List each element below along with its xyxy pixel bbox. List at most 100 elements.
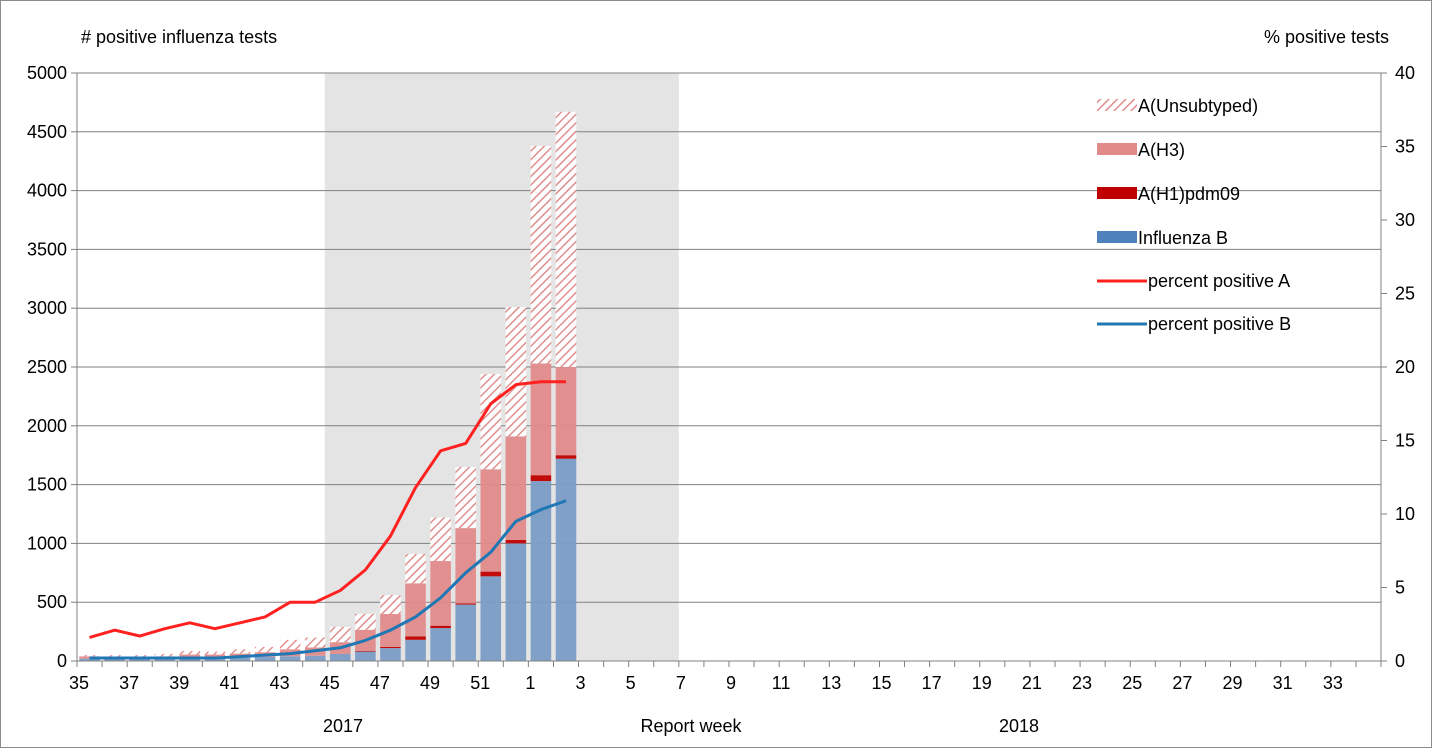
- right-tick-label: 40: [1395, 63, 1415, 83]
- bar-influenza-b-wk48: [405, 640, 426, 661]
- x-tick-label: 13: [821, 673, 841, 693]
- x-tick-label: 17: [922, 673, 942, 693]
- x-axis-title: Report week: [640, 716, 742, 736]
- bar-a-unsubtyped--wk44: [305, 637, 326, 647]
- x-tick-label: 49: [420, 673, 440, 693]
- bar-a-unsubtyped--wk2: [556, 112, 577, 367]
- legend-label-h3: A(H3): [1138, 140, 1185, 160]
- right-tick-label: 15: [1395, 431, 1415, 451]
- x-tick-label: 41: [219, 673, 239, 693]
- bar-influenza-b-wk44: [305, 656, 326, 661]
- bar-a-unsubtyped--wk43: [280, 640, 301, 649]
- bar-a-h1-pdm09-wk46: [355, 651, 376, 652]
- x-tick-label: 27: [1172, 673, 1192, 693]
- legend-swatch-unsubtyped: [1097, 99, 1137, 111]
- left-tick-label: 500: [37, 592, 67, 612]
- legend-swatch-b: [1097, 231, 1137, 243]
- right-tick-label: 20: [1395, 357, 1415, 377]
- left-axis-title: # positive influenza tests: [81, 27, 277, 47]
- bar-a-unsubtyped--wk46: [355, 614, 376, 630]
- left-tick-label: 1000: [27, 533, 67, 553]
- x-tick-label: 5: [626, 673, 636, 693]
- bar-influenza-b-wk42: [255, 657, 276, 661]
- left-tick-label: 2000: [27, 416, 67, 436]
- bar-influenza-b-wk51: [480, 576, 501, 661]
- bar-influenza-b-wk2: [556, 459, 577, 661]
- bar-a-h1-pdm09-wk49: [430, 626, 451, 628]
- x-tick-label: 23: [1072, 673, 1092, 693]
- legend-swatch-h3: [1097, 143, 1137, 155]
- x-tick-label: 19: [972, 673, 992, 693]
- bar-influenza-b-wk49: [430, 628, 451, 661]
- bar-influenza-b-wk45: [330, 654, 351, 661]
- bar-a-h1-pdm09-wk50: [455, 603, 476, 604]
- x-tick-label: 47: [370, 673, 390, 693]
- bar-a-unsubtyped--wk49: [430, 518, 451, 562]
- bar-a-h1-pdm09-wk51: [480, 572, 501, 577]
- bar-a-unsubtyped--wk51: [480, 374, 501, 469]
- legend-label-unsubtyped: A(Unsubtyped): [1138, 96, 1258, 116]
- bar-a-unsubtyped--wk37: [129, 655, 150, 656]
- bar-a-h1-pdm09-wk47: [380, 647, 401, 648]
- legend-label-h1: A(H1)pdm09: [1138, 184, 1240, 204]
- bar-influenza-b-wk50: [455, 605, 476, 661]
- right-tick-label: 10: [1395, 504, 1415, 524]
- x-tick-label: 45: [320, 673, 340, 693]
- bar-a-unsubtyped--wk1: [531, 146, 552, 364]
- bar-influenza-b-wk47: [380, 648, 401, 661]
- left-tick-label: 2500: [27, 357, 67, 377]
- legend-swatch-h1: [1097, 187, 1137, 199]
- x-tick-label: 43: [270, 673, 290, 693]
- bar-a-unsubtyped--wk47: [380, 595, 401, 614]
- x-tick-label: 31: [1273, 673, 1293, 693]
- left-tick-label: 4500: [27, 122, 67, 142]
- x-tick-label: 9: [726, 673, 736, 693]
- bar-a-h1-pdm09-wk52: [506, 540, 527, 544]
- x-tick-label: 7: [676, 673, 686, 693]
- x-tick-label: 37: [119, 673, 139, 693]
- bar-a-unsubtyped--wk36: [104, 655, 125, 657]
- left-tick-label: 4000: [27, 181, 67, 201]
- legend-label-b: Influenza B: [1138, 228, 1228, 248]
- right-tick-label: 30: [1395, 210, 1415, 230]
- x-tick-label: 29: [1223, 673, 1243, 693]
- x-tick-label: 1: [525, 673, 535, 693]
- left-tick-label: 5000: [27, 63, 67, 83]
- bar-a-h3--wk49: [430, 561, 451, 626]
- right-axis-title: % positive tests: [1264, 27, 1389, 47]
- bar-influenza-b-wk46: [355, 652, 376, 661]
- right-tick-label: 25: [1395, 284, 1415, 304]
- left-tick-label: 3500: [27, 239, 67, 259]
- legend-label-pct-b: percent positive B: [1148, 314, 1291, 334]
- x-tick-label: 15: [871, 673, 891, 693]
- x-tick-label: 11: [772, 673, 791, 693]
- bar-a-unsubtyped--wk41: [230, 649, 251, 653]
- x-tick-label: 25: [1122, 673, 1142, 693]
- x-tick-label: 39: [169, 673, 189, 693]
- bar-a-h1-pdm09-wk2: [556, 455, 577, 459]
- bar-a-h3--wk52: [506, 436, 527, 539]
- bar-a-unsubtyped--wk45: [330, 627, 351, 642]
- x-tick-label: 51: [470, 673, 490, 693]
- bar-a-unsubtyped--wk40: [205, 652, 226, 655]
- bar-a-unsubtyped--wk38: [154, 654, 175, 656]
- bar-a-h1-pdm09-wk48: [405, 636, 426, 640]
- bar-influenza-b-wk52: [506, 543, 527, 661]
- bar-a-unsubtyped--wk50: [455, 467, 476, 528]
- bar-a-unsubtyped--wk52: [506, 307, 527, 436]
- year-label-2018: 2018: [999, 716, 1039, 736]
- bar-a-h1-pdm09-wk1: [531, 475, 552, 481]
- x-tick-label: 35: [69, 673, 89, 693]
- x-tick-label: 3: [576, 673, 586, 693]
- right-tick-label: 5: [1395, 578, 1405, 598]
- right-tick-label: 35: [1395, 137, 1415, 157]
- left-tick-label: 1500: [27, 475, 67, 495]
- x-tick-label: 33: [1323, 673, 1343, 693]
- x-tick-label: 21: [1022, 673, 1042, 693]
- bar-a-unsubtyped--wk35: [79, 655, 100, 656]
- bar-a-unsubtyped--wk39: [180, 651, 201, 655]
- right-tick-label: 0: [1395, 651, 1405, 671]
- bar-a-unsubtyped--wk48: [405, 554, 426, 583]
